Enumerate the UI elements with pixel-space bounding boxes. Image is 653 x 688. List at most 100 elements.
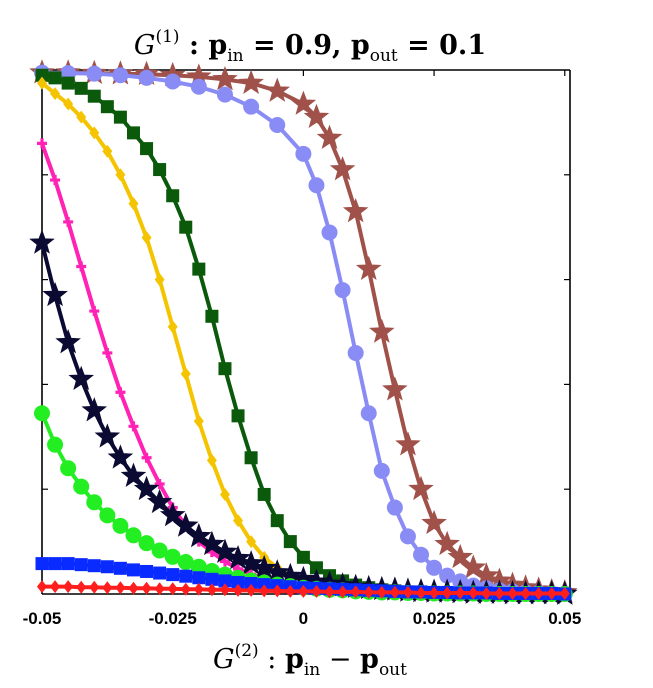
- data-point-red-diamonds: [154, 582, 165, 596]
- data-point-dark-green-squares: [153, 163, 167, 177]
- data-point-magenta-crosses: [76, 261, 87, 272]
- data-point-brown-stars: [382, 376, 408, 401]
- data-point-gold-diamonds: [167, 320, 178, 334]
- data-point-red-diamonds: [180, 582, 191, 596]
- data-point-gold-diamonds: [193, 414, 204, 428]
- data-point-brown-stars: [421, 509, 447, 535]
- data-point-gold-diamonds: [115, 168, 126, 182]
- data-point-periwinkle-circles: [334, 282, 351, 299]
- xlabel-p1: p: [285, 644, 304, 675]
- data-point-red-diamonds: [128, 581, 139, 595]
- data-point-periwinkle-circles: [347, 344, 364, 361]
- data-point-navy-stars: [42, 281, 68, 307]
- data-point-periwinkle-circles: [321, 224, 338, 241]
- data-point-gold-diamonds: [63, 97, 74, 111]
- data-point-red-diamonds: [63, 580, 74, 594]
- data-point-brown-stars: [355, 255, 382, 280]
- data-point-navy-stars: [146, 488, 173, 514]
- data-point-red-diamonds: [520, 586, 531, 600]
- data-point-blue-squares: [87, 559, 101, 573]
- data-point-navy-stars: [199, 530, 225, 556]
- data-point-red-diamonds: [363, 585, 374, 599]
- data-point-navy-stars: [159, 501, 186, 527]
- data-point-red-diamonds: [389, 585, 400, 599]
- data-point-red-diamonds: [272, 584, 283, 598]
- data-point-brown-stars: [408, 475, 434, 501]
- data-point-brown-stars: [369, 318, 395, 343]
- data-point-red-diamonds: [416, 586, 427, 600]
- data-point-magenta-crosses: [219, 556, 230, 567]
- data-point-dark-green-squares: [205, 309, 219, 323]
- data-point-red-diamonds: [402, 585, 413, 599]
- data-point-blue-squares: [166, 568, 180, 582]
- x-axis-label: G(2) : pin − pout: [213, 641, 407, 680]
- title-eq1: = 0.9,: [244, 30, 351, 61]
- series-red-diamonds: [37, 580, 570, 600]
- data-point-red-diamonds: [259, 584, 270, 598]
- data-point-navy-stars: [186, 522, 212, 548]
- x-tick-label: 0.025: [413, 609, 456, 628]
- data-point-red-diamonds: [246, 583, 257, 597]
- data-point-brown-stars: [395, 431, 421, 456]
- data-point-dark-green-squares: [270, 514, 284, 528]
- data-point-gold-diamonds: [219, 487, 230, 501]
- data-point-gold-diamonds: [154, 273, 165, 287]
- data-point-periwinkle-circles: [138, 69, 155, 86]
- data-point-blue-squares: [153, 566, 167, 580]
- data-point-red-diamonds: [494, 586, 505, 600]
- data-point-dark-green-squares: [166, 189, 180, 203]
- data-point-red-diamonds: [298, 584, 309, 598]
- xlabel-sub1: in: [304, 660, 320, 680]
- data-point-brown-stars: [316, 124, 343, 149]
- data-point-dark-green-squares: [218, 362, 232, 376]
- title-p1: p: [208, 30, 227, 61]
- data-point-navy-stars: [29, 229, 55, 254]
- data-point-green-circles: [99, 507, 116, 524]
- series-layer: [29, 59, 578, 605]
- data-point-gold-diamonds: [141, 231, 152, 245]
- xlabel-sup: (2): [235, 641, 259, 661]
- data-point-blue-squares: [100, 560, 114, 574]
- data-point-brown-stars: [290, 90, 317, 115]
- data-point-periwinkle-circles: [269, 117, 286, 134]
- data-point-magenta-crosses: [50, 175, 61, 186]
- tick-labels: -0.05 -0.025 0 0.025 0.05: [23, 609, 582, 628]
- data-point-red-diamonds: [337, 585, 348, 599]
- data-point-green-circles: [86, 494, 103, 511]
- data-point-blue-squares: [126, 563, 140, 577]
- data-point-green-circles: [73, 478, 90, 495]
- data-point-periwinkle-circles: [308, 177, 325, 194]
- data-point-periwinkle-circles: [190, 78, 207, 95]
- title-sub1: in: [227, 46, 243, 66]
- data-point-periwinkle-circles: [295, 145, 312, 162]
- data-point-green-circles: [34, 405, 50, 422]
- data-point-dark-green-squares: [113, 110, 127, 124]
- x-tick-label: -0.05: [23, 609, 62, 628]
- data-point-navy-stars: [107, 444, 134, 469]
- data-point-blue-squares: [244, 577, 258, 591]
- series-navy-stars: [29, 229, 578, 605]
- title-p2: p: [351, 30, 370, 61]
- data-point-navy-stars: [238, 550, 264, 575]
- data-point-brown-stars: [212, 66, 238, 91]
- data-point-brown-stars: [329, 156, 356, 181]
- xlabel-p2: p: [360, 644, 379, 675]
- data-point-gold-diamonds: [206, 453, 217, 467]
- xlabel-colon: :: [259, 644, 285, 675]
- data-point-brown-stars: [264, 77, 291, 102]
- data-point-magenta-crosses: [63, 216, 74, 227]
- data-point-red-diamonds: [219, 583, 230, 597]
- data-point-red-diamonds: [311, 584, 322, 598]
- data-point-dark-green-squares: [257, 487, 271, 501]
- data-point-periwinkle-circles: [399, 528, 416, 545]
- data-point-red-diamonds: [468, 586, 479, 600]
- data-point-blue-squares: [140, 564, 154, 578]
- data-point-periwinkle-circles: [216, 86, 233, 103]
- data-point-red-diamonds: [193, 582, 204, 596]
- x-tick-label: 0: [299, 609, 308, 628]
- data-point-red-diamonds: [50, 580, 61, 594]
- data-point-dark-green-squares: [179, 220, 193, 234]
- data-point-periwinkle-circles: [386, 499, 403, 516]
- data-point-navy-stars: [212, 538, 238, 563]
- data-point-navy-stars: [94, 423, 121, 448]
